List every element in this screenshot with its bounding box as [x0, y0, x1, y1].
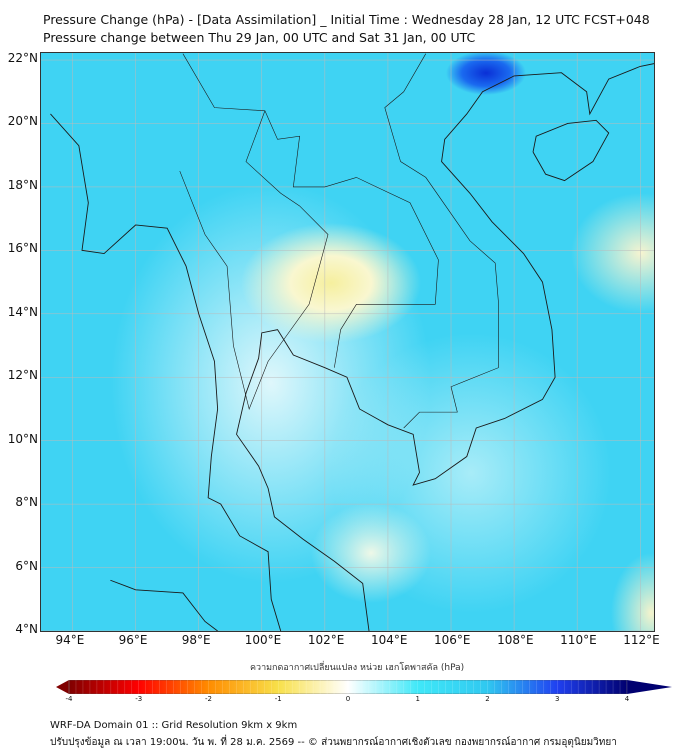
footer-model-info: WRF-DA Domain 01 :: Grid Resolution 9km … — [50, 720, 298, 731]
colorbar-tick-label: 4 — [624, 695, 630, 703]
colorbar-tick-label: -3 — [135, 695, 143, 703]
latitude-label: 12°N — [7, 368, 38, 383]
longitude-label: 98°E — [181, 633, 211, 647]
longitude-label: 96°E — [118, 633, 148, 647]
coastline — [532, 119, 610, 182]
pressure-change-map — [40, 52, 655, 632]
colorbar-max-arrow — [627, 680, 672, 694]
longitude-label: 104°E — [370, 633, 408, 647]
latitude-label: 8°N — [15, 495, 38, 510]
latitude-label: 18°N — [7, 177, 38, 192]
colorbar-tick-label: 3 — [555, 695, 560, 703]
colorbar-label: ความกดอากาศเปลี่ยนแปลง หน่วย เฮกโตพาสคัล… — [250, 663, 465, 673]
border-line — [384, 53, 499, 429]
latitude-label: 4°N — [15, 622, 38, 636]
latitude-label: 16°N — [7, 241, 38, 256]
coastline — [110, 579, 218, 631]
coastline — [236, 63, 654, 631]
colorbar — [56, 680, 672, 694]
colorbar-tick-label: -1 — [274, 695, 282, 703]
chart-subtitle: Pressure change between Thu 29 Jan, 00 U… — [43, 30, 476, 45]
longitude-label: 102°E — [307, 633, 345, 647]
colorbar-tick-label: 0 — [345, 695, 351, 703]
colorbar-min-arrow — [56, 680, 69, 694]
latitude-label: 14°N — [7, 304, 38, 319]
map-layer — [41, 53, 654, 631]
colorbar-tick-label: -2 — [205, 695, 212, 703]
chart-title: Pressure Change (hPa) - [Data Assimilati… — [43, 12, 650, 27]
longitude-label: 112°E — [623, 633, 660, 647]
latitude-label: 10°N — [7, 431, 38, 446]
footer-credit: ปรับปรุงข้อมูล ณ เวลา 19:00น. วัน พ. ที่… — [50, 737, 617, 748]
colorbar-tick-label: 2 — [485, 695, 490, 703]
longitude-label: 108°E — [497, 633, 534, 647]
longitude-label: 106°E — [434, 633, 471, 647]
border-line — [179, 110, 329, 410]
colorbar-tick-label: -4 — [65, 695, 73, 703]
longitude-label: 100°E — [244, 633, 282, 647]
latitude-label: 20°N — [7, 114, 38, 129]
longitude-label: 94°E — [55, 633, 85, 647]
coastline — [50, 113, 282, 631]
longitude-label: 110°E — [560, 633, 597, 647]
colorbar-tick-label: 1 — [415, 695, 420, 703]
latitude-label: 6°N — [15, 558, 38, 573]
border-line — [182, 53, 439, 368]
latitude-label: 22°N — [7, 51, 38, 66]
